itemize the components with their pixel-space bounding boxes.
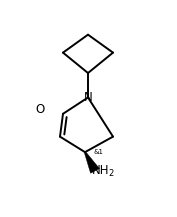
Text: O: O (35, 103, 45, 116)
Text: &1: &1 (93, 149, 103, 155)
Text: NH: NH (92, 164, 110, 178)
Text: N: N (84, 91, 92, 104)
Text: 2: 2 (108, 169, 113, 178)
Polygon shape (84, 152, 99, 173)
